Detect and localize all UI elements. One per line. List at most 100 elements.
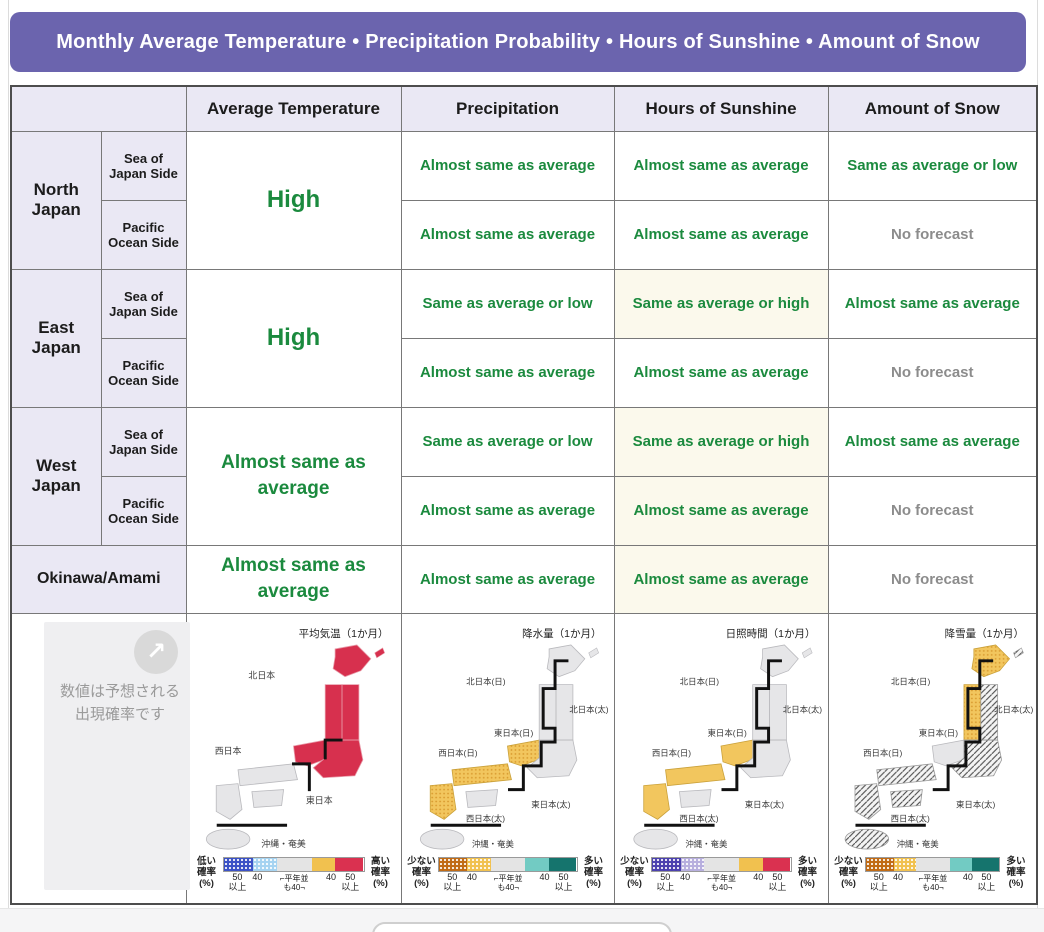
scale-tick: ⌐平年並も40¬ xyxy=(279,874,309,892)
scale-ticks: 50 以上 40 ⌐平年並も40¬ 40 50 以上 xyxy=(651,873,792,892)
map-label: 西日本(太) xyxy=(465,814,504,824)
cell-west-pacific-snow: No forecast xyxy=(827,475,1038,546)
scale-left-label: 少ない 確率 (%) xyxy=(834,856,863,890)
table-row: East Japan Sea of Japan Side High Same a… xyxy=(10,268,1038,408)
table-row: Pacific Ocean Side Almost same as averag… xyxy=(11,199,1038,270)
cell-west-sea-precipitation: Same as average or low xyxy=(400,406,615,477)
row-label-east-pacific: Pacific Ocean Side xyxy=(100,337,187,408)
region-chugoku xyxy=(875,763,937,787)
cell-okinawa-sunshine: Almost same as average xyxy=(613,544,829,614)
cell-okinawa-precipitation: Almost same as average xyxy=(400,544,615,614)
scale-seg xyxy=(525,858,549,872)
map-title-snow: 降雪量（1か月） xyxy=(944,628,1024,641)
bottom-button-partial[interactable] xyxy=(372,922,672,932)
region-kanto xyxy=(526,739,577,779)
cell-east-pacific-precipitation: Almost same as average xyxy=(400,337,615,408)
map-cell-sunshine: 日照時間（1か月） 北日本(日) xyxy=(613,612,829,905)
color-bar xyxy=(650,857,792,873)
map-panel-snow: 降雪量（1か月） 北日本(日) xyxy=(831,624,1035,892)
map-label: 東日本 xyxy=(305,795,332,806)
japan-map-sunshine: 北日本(日) 北日本(太) 東日本(日) 西日本(日) 東日本(太) 西日本(太… xyxy=(632,644,822,850)
row-label-west-japan: West Japan xyxy=(10,406,102,546)
arrow-up-right-icon[interactable]: ↗ xyxy=(134,629,178,674)
map-title-precipitation: 降水量（1か月） xyxy=(522,628,602,641)
scale-seg xyxy=(739,858,763,872)
region-shikoku xyxy=(464,789,498,809)
scale-tick: 40 xyxy=(892,872,903,883)
region-hokuriku xyxy=(292,739,330,767)
map-label: 東日本(太) xyxy=(531,800,570,810)
map-label: 沖縄・奄美 xyxy=(685,839,728,849)
japan-map-temperature: 北日本 西日本 東日本 沖縄・奄美 xyxy=(205,644,385,850)
row-label-west-pacific: Pacific Ocean Side xyxy=(100,475,187,546)
page-title: Monthly Average Temperature • Precipitat… xyxy=(56,30,980,53)
scale-right-label: 多い 確率 (%) xyxy=(583,856,603,890)
map-label: 東日本(日) xyxy=(494,728,533,738)
scale-tick: 40 xyxy=(326,872,337,883)
scale-seg xyxy=(680,858,705,872)
cell-east-temperature: High xyxy=(185,268,402,408)
map-label: 沖縄・奄美 xyxy=(896,839,939,849)
region-islands xyxy=(801,647,813,659)
cell-west-pacific-sunshine: Almost same as average xyxy=(613,475,829,546)
map-cell-precipitation: 降水量（1か月） 北日本(日) xyxy=(400,612,615,905)
japan-map-precipitation: 北日本(日) 北日本(太) 東日本(日) 西日本(日) 東日本(太) 西日本(太… xyxy=(419,644,608,850)
cell-west-sea-sunshine: Same as average or high xyxy=(613,406,829,477)
cell-west-sea-snow: Almost same as average xyxy=(827,406,1038,477)
scale-tick: 40 xyxy=(466,872,477,883)
region-chugoku xyxy=(237,763,298,787)
map-label: 沖縄・奄美 xyxy=(471,839,514,849)
scale-seg xyxy=(916,858,950,872)
region-shikoku xyxy=(250,789,284,809)
row-label-west-sea: Sea of Japan Side xyxy=(100,406,187,477)
scale-tick: ⌐平年並も40¬ xyxy=(493,874,523,892)
scale-ticks: 50 以上 40 ⌐平年並も40¬ 40 50 以上 xyxy=(438,873,578,892)
region-kyushu xyxy=(215,783,242,821)
region-kyushu xyxy=(854,783,881,821)
map-label: 東日本(日) xyxy=(918,728,957,738)
scale-right-label: 多い 確率 (%) xyxy=(1006,856,1026,890)
cell-north-pacific-sunshine: Almost same as average xyxy=(613,199,829,270)
map-title-temperature: 平均気温（1か月） xyxy=(298,628,389,641)
cell-okinawa-snow: No forecast xyxy=(827,544,1038,614)
scale-tick: 40 xyxy=(252,872,263,883)
scale-tick: 50 以上 xyxy=(768,872,787,892)
region-okinawa xyxy=(205,829,250,850)
region-islands xyxy=(373,647,385,659)
note-text: 数値は予想される 出現確率です xyxy=(59,682,180,723)
divider-spine xyxy=(932,659,993,792)
scale-seg xyxy=(949,858,973,872)
scale-right-label: 多い 確率 (%) xyxy=(797,856,817,890)
map-label: 西日本(日) xyxy=(863,748,902,758)
map-label: 北日本(太) xyxy=(994,705,1033,715)
cell-north-pacific-snow: No forecast xyxy=(827,199,1038,270)
cell-north-pacific-precipitation: Almost same as average xyxy=(400,199,615,270)
cell-okinawa-temperature: Almost same as average xyxy=(185,544,402,614)
map-label: 北日本(太) xyxy=(569,705,608,715)
left-page-edge xyxy=(8,0,9,932)
row-label-north-pacific: Pacific Ocean Side xyxy=(100,199,187,270)
scale-seg xyxy=(893,858,917,872)
scale-tick: 40 xyxy=(680,872,691,883)
scale-seg xyxy=(252,858,277,872)
region-okinawa xyxy=(844,829,889,850)
region-islands xyxy=(587,647,599,659)
scale-seg xyxy=(223,858,253,872)
col-header-snow: Amount of Snow xyxy=(827,85,1038,132)
cell-north-sea-sunshine: Almost same as average xyxy=(613,130,829,201)
cell-north-temperature: High xyxy=(185,130,402,270)
map-panel-temperature: 平均気温（1か月） xyxy=(189,624,399,892)
scale-tick: 50 以上 xyxy=(554,872,573,892)
scale-tick: 40 xyxy=(962,872,973,883)
scale-tick: 50 以上 xyxy=(869,872,888,892)
map-panel-sunshine: 日照時間（1か月） 北日本(日) xyxy=(617,624,826,892)
region-tohoku-west xyxy=(324,684,342,741)
scale-seg xyxy=(311,858,336,872)
map-label: 北日本(太) xyxy=(782,705,821,715)
region-chugoku xyxy=(664,763,725,787)
scale-tick: 50 以上 xyxy=(228,872,247,892)
scale-left-label: 少ない 確率 (%) xyxy=(407,856,436,890)
cell-east-pacific-snow: No forecast xyxy=(827,337,1038,408)
scale-right-label: 高い 確率 (%) xyxy=(370,856,390,890)
